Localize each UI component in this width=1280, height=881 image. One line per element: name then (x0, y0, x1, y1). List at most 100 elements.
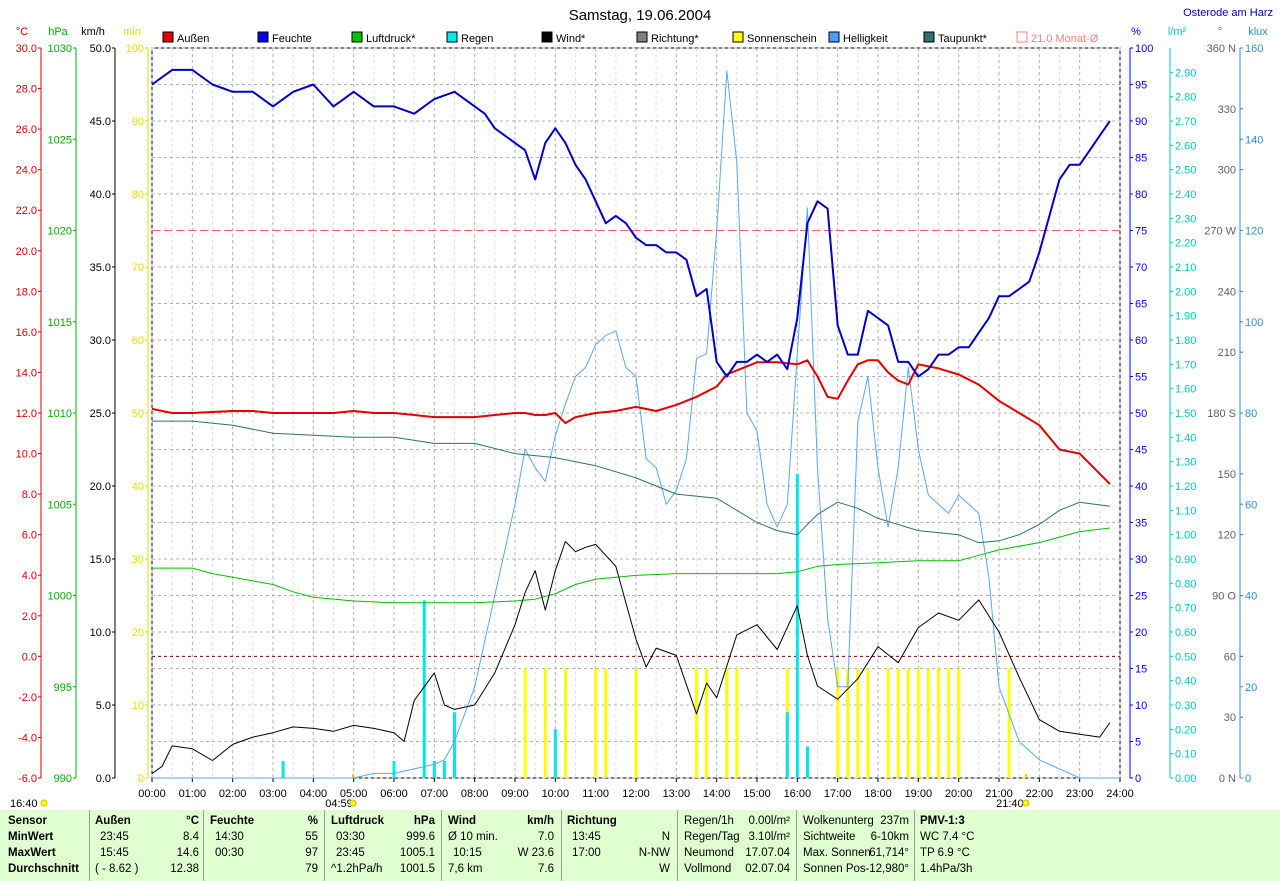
location-label: Osterode am Harz (1183, 7, 1273, 19)
legend-swatch (541, 31, 553, 43)
rain-axis-label: 0.10 (1175, 749, 1196, 761)
rain-axis-label: 1.00 (1175, 530, 1196, 542)
rain-axis-label: 2.50 (1175, 165, 1196, 177)
sunshine-bar (906, 668, 910, 778)
summary-luftdruck-col: Luftdruck hPa 03:30 999.6 23:45 1005.1 ^… (331, 810, 435, 881)
summary-richtung-max-time: 17:00 (572, 847, 601, 859)
rain-axis-label: 1.20 (1175, 481, 1196, 493)
pressure-axis-label: 1020 (48, 226, 72, 238)
sunshine-bar (705, 668, 709, 778)
humidity-axis-label: 20 (1135, 627, 1147, 639)
rain-axis-label: 1.10 (1175, 505, 1196, 517)
rain-axis-label: 1.30 (1175, 457, 1196, 469)
x-tick-label: 06:00 (380, 788, 408, 800)
rain-bar (422, 600, 426, 778)
sunshine-bar (543, 668, 547, 778)
x-tick-label: 15:00 (743, 788, 771, 800)
summary-feuchte-min-time: 14:30 (215, 831, 244, 843)
temp-axis-label: 14.0 (16, 367, 37, 379)
legend-label: Luftdruck* (366, 33, 416, 45)
summary-luftdruck-avg-value: 1001.5 (399, 863, 435, 875)
temp-axis-label: 24.0 (16, 165, 37, 177)
legend-swatch (923, 31, 935, 43)
light-axis-label: 140 (1245, 134, 1263, 146)
sunshine-bar (735, 668, 739, 778)
rain-axis-label: 0.30 (1175, 700, 1196, 712)
direction-axis-label: 210 (1218, 347, 1236, 359)
rain-axis-label: 0.20 (1175, 724, 1196, 736)
summary-pmv-col: PMV-1:3 WC 7.4 °C TP 6.9 °C 1.4hPa/3h (920, 810, 1040, 881)
legend-label: Taupunkt* (938, 33, 988, 45)
summary-aussen-head: Außen (95, 815, 131, 827)
summary-aussen-min-time: 23:45 (100, 831, 129, 843)
x-tick-label: 20:00 (945, 788, 973, 800)
temp-axis-label: -4.0 (18, 732, 37, 744)
x-tick-label: 22:00 (1026, 788, 1054, 800)
x-tick-label: 13:00 (663, 788, 691, 800)
rain-bar (392, 760, 396, 778)
rain-axis-label: 2.60 (1175, 140, 1196, 152)
light-axis-label: 80 (1245, 408, 1257, 420)
humidity-axis-label: 85 (1135, 153, 1147, 165)
x-tick-label: 11:00 (582, 788, 609, 800)
sunshine-bar (523, 668, 527, 778)
left-time-marker: 16:40 (10, 798, 38, 810)
sunshine-bar (886, 668, 890, 778)
wind-axis-label: 5.0 (96, 700, 111, 712)
x-tick-label: 18:00 (864, 788, 892, 800)
summary-aussen-unit: °C (186, 815, 199, 827)
x-tick-label: 17:00 (824, 788, 852, 800)
humidity-axis-label: 30 (1135, 554, 1147, 566)
wind-axis-label: 40.0 (90, 189, 111, 201)
pressure-axis-label: 1030 (48, 43, 72, 55)
x-tick-label: 21:00 (985, 788, 1013, 800)
rain-axis-label: 1.60 (1175, 384, 1196, 396)
sunshine-bar (866, 668, 870, 778)
summary-luftdruck-unit: hPa (413, 815, 435, 827)
direction-axis-label: 150 (1218, 469, 1236, 481)
chart-canvas: Samstag, 19.06.2004 Osterode am Harz Außen… (10, 7, 1273, 810)
sun-axis-label: 0 (138, 773, 144, 785)
direction-axis-label: 90 O (1212, 591, 1236, 603)
humidity-axis-label: 70 (1135, 262, 1147, 274)
legend-swatch (446, 31, 458, 43)
light-axis-label: 100 (1245, 317, 1263, 329)
sunshine-bar (634, 668, 638, 778)
axis-unit-light: klux (1248, 26, 1268, 38)
summary-richtung-min-value: N (661, 831, 670, 843)
humidity-axis-label: 60 (1135, 335, 1147, 347)
wind-axis-label: 25.0 (90, 408, 111, 420)
humidity-axis-label: 40 (1135, 481, 1147, 493)
summary-feuchte-head: Feuchte (210, 815, 255, 827)
wind-axis-label: 45.0 (90, 116, 111, 128)
summary-regen-1h-value: 0.00l/m² (748, 815, 790, 827)
humidity-axis-label: 90 (1135, 116, 1147, 128)
summary-regen-day-value: 3.10l/m² (748, 831, 790, 843)
sunshine-bar (957, 668, 961, 778)
x-tick-label: 02:00 (219, 788, 247, 800)
summary-wind-max-time: 10:15 (453, 847, 482, 859)
pressure-axis-label: 1000 (48, 591, 72, 603)
summary-luftdruck-max-time: 23:45 (336, 847, 365, 859)
x-tick-label: 04:00 (300, 788, 328, 800)
wind-axis-label: 20.0 (90, 481, 111, 493)
summary-pmv-trend: 1.4hPa/3h (920, 863, 973, 875)
summary-vollmond-value: 02.07.04 (745, 863, 790, 875)
summary-luftdruck-trend: ^1.2hPa/h (331, 863, 383, 875)
legend-label: 21.0 Monat-Ø (1031, 33, 1099, 45)
summary-pmv-head: PMV-1:3 (920, 815, 965, 827)
temp-axis-label: 16.0 (16, 327, 37, 339)
summary-neumond-value: 17.07.04 (745, 847, 790, 859)
summary-aussen-avg-value: 12.38 (170, 863, 199, 875)
summary-regen-col: Regen/1h 0.00l/m² Regen/Tag 3.10l/m² Neu… (684, 810, 790, 881)
rain-axis-label: 1.90 (1175, 311, 1196, 323)
summary-regen-day-label: Regen/Tag (684, 831, 740, 843)
summary-sonnenpos-value: -12,980° (865, 863, 909, 875)
series-wind-line (151, 541, 1111, 775)
light-axis-label: 60 (1245, 499, 1257, 511)
x-tick-label: 12:00 (622, 788, 650, 800)
x-tick-label: 07:00 (421, 788, 449, 800)
x-tick-label: 05:00 (340, 788, 368, 800)
summary-aussen-min-value: 8.4 (183, 831, 199, 843)
legend-swatch (351, 31, 363, 43)
